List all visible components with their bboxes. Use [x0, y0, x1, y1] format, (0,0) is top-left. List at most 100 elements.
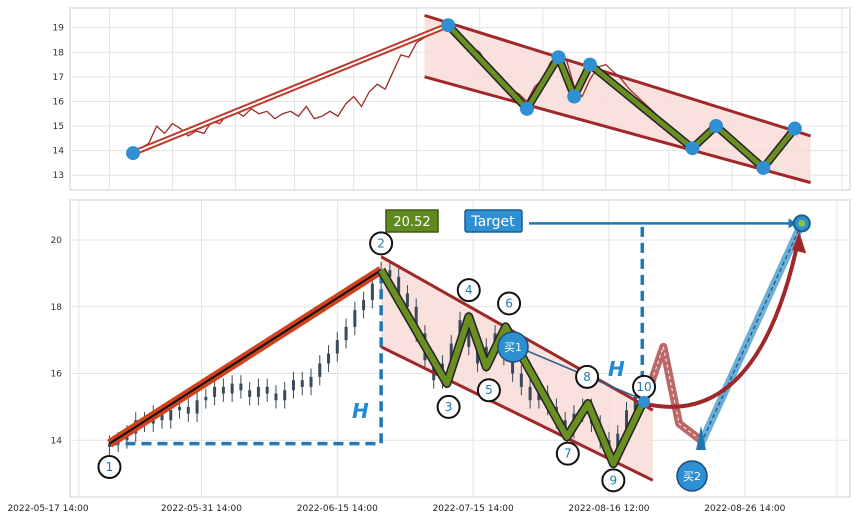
bottom-y-tick: 20 — [51, 236, 63, 246]
x-tick-label: 2022-06-15 14:00 — [297, 504, 378, 514]
top-pivot-marker — [787, 121, 802, 136]
pivot-number: 3 — [445, 400, 453, 414]
top-y-tick: 13 — [53, 171, 64, 181]
buy1-label: 买1 — [504, 341, 522, 354]
pivot-number-circle — [476, 378, 501, 403]
candle-body — [344, 326, 348, 341]
candle-body — [309, 376, 313, 387]
top-pivot-marker — [583, 57, 597, 72]
bottom-y-tick: 16 — [51, 370, 63, 380]
candle-body — [519, 373, 523, 387]
pivot-number-circle — [497, 291, 522, 316]
x-tick-label: 2022-05-31 14:00 — [161, 504, 242, 514]
candle-body — [256, 386, 260, 397]
candle-body — [291, 380, 295, 391]
pivot-number-circle — [369, 231, 394, 256]
pivot-number: 7 — [564, 447, 572, 461]
value-box-text: 20.52 — [393, 215, 430, 230]
bottom-channel-fill — [381, 256, 653, 481]
x-tick-label: 2022-07-15 14:00 — [433, 504, 514, 514]
projection-path-core — [643, 344, 702, 441]
top-y-tick: 18 — [53, 48, 65, 58]
curved-arrowhead — [792, 231, 807, 254]
h-label-left: H — [352, 399, 369, 423]
top-pivot-marker — [567, 89, 582, 104]
pivot-number-circle — [555, 441, 580, 466]
candle-body — [432, 360, 436, 381]
candle-body — [239, 383, 243, 391]
top-pivot-marker — [709, 119, 724, 134]
target-arrowhead — [788, 218, 797, 229]
candle-body — [511, 356, 515, 374]
candle-body — [616, 433, 620, 454]
pivot-number-circle — [436, 394, 461, 419]
pivot-number-circle — [456, 278, 481, 303]
candle-body — [362, 300, 366, 311]
candle-body — [528, 386, 532, 401]
x-tick-label: 2022-05-17 14:00 — [7, 504, 88, 514]
h-dashed-left — [109, 270, 383, 446]
top-channel-lower — [424, 75, 812, 185]
target-marker-dot — [798, 219, 806, 227]
candle-body — [248, 390, 252, 397]
pivot-number-circle — [575, 364, 600, 389]
buy1-bubble — [497, 331, 529, 363]
pivot-number: 5 — [485, 383, 493, 397]
candle-body — [178, 406, 182, 411]
candle-body — [186, 406, 190, 414]
candle-body — [265, 386, 269, 394]
pivot-number: 6 — [505, 296, 513, 310]
bottom-y-tick: 14 — [51, 436, 63, 446]
candle-body — [230, 383, 234, 394]
target-leg-core — [700, 223, 803, 444]
candle-body — [625, 410, 629, 434]
top-channel-fill — [424, 15, 811, 183]
top-pivot-marker — [126, 146, 141, 161]
point10-marker — [638, 395, 651, 408]
top-pivot-marker — [519, 101, 534, 116]
target-box: Target — [464, 209, 523, 233]
value-box: 20.52 — [385, 209, 439, 233]
candle-body — [414, 306, 418, 334]
candle-body — [169, 410, 173, 421]
x-tick-label: 2022-08-16 12:00 — [568, 504, 649, 514]
candle-body — [300, 380, 304, 387]
candle-body — [388, 270, 392, 277]
buy2-label: 买2 — [683, 470, 701, 483]
pivot-number: 4 — [465, 283, 473, 297]
candle-body — [397, 276, 401, 294]
bottom-y-tick: 18 — [51, 303, 63, 313]
top-y-tick: 19 — [53, 24, 65, 34]
top-uptrend-core — [132, 24, 449, 155]
pivot-number: 2 — [377, 236, 385, 250]
top-channel-upper — [424, 13, 812, 138]
pivot-number: 9 — [610, 473, 618, 487]
top-panel: 13 14 15 16 17 18 19 — [53, 7, 851, 191]
candle-body — [449, 343, 453, 364]
candle-body — [160, 413, 164, 421]
buy2-arrowhead — [696, 425, 707, 450]
candle-body — [283, 390, 287, 401]
h-label-right: H — [608, 357, 625, 381]
pivot-number-circle — [97, 454, 122, 479]
candle-body — [405, 293, 409, 307]
pivot-number: 8 — [583, 370, 591, 384]
pivot-number: 1 — [106, 460, 114, 474]
candle-body — [335, 340, 339, 354]
top-pivot-marker — [551, 50, 566, 65]
top-pivot-marker — [685, 141, 700, 156]
candle-body — [353, 310, 357, 327]
buy2-bubble — [676, 460, 708, 492]
x-tick-label: 2022-08-26 14:00 — [704, 504, 785, 514]
top-y-tick: 14 — [53, 147, 65, 157]
candle-body — [318, 363, 322, 377]
target-box-text: Target — [470, 214, 515, 230]
bottom-up-leg-core — [108, 269, 382, 445]
candle-body — [633, 396, 637, 411]
candle-body — [213, 386, 217, 397]
top-y-tick: 15 — [53, 122, 64, 132]
pivot-number: 10 — [636, 380, 651, 394]
candle-body — [195, 400, 199, 414]
candle-body — [370, 283, 374, 301]
